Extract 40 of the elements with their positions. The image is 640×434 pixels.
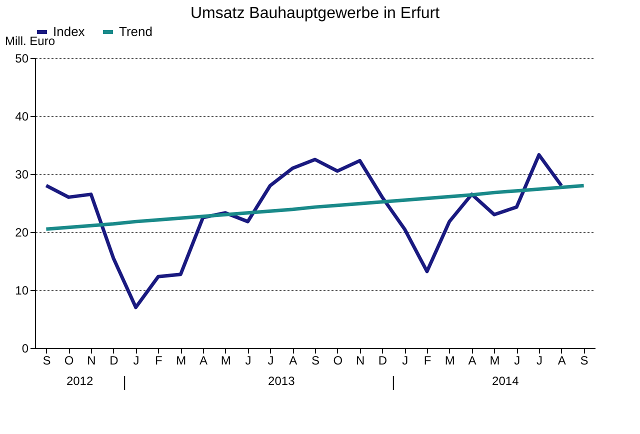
text: 2014 — [492, 374, 520, 388]
legend-label: Trend — [119, 24, 152, 39]
x-tick-label: S — [311, 354, 320, 368]
text: 2012 — [66, 374, 94, 388]
x-tick-label: F — [424, 354, 432, 368]
x-tick-label: N — [356, 354, 365, 368]
x-tick-label: M — [220, 354, 231, 368]
y-tick-label: 50 — [15, 52, 29, 66]
x-tick-label: A — [468, 354, 476, 368]
x-tick-label: S — [42, 354, 51, 368]
y-tick-label: 20 — [15, 226, 29, 240]
y-axis-title: Mill. Euro — [5, 34, 56, 48]
x-tick-label: J — [514, 354, 520, 368]
x-tick-label: N — [87, 354, 96, 368]
y-tick-label: 0 — [22, 342, 29, 356]
x-tick-label: O — [333, 354, 343, 368]
x-tick-label: J — [133, 354, 140, 368]
x-tick-label: D — [110, 354, 119, 368]
y-tick-label: 10 — [15, 284, 29, 298]
x-tick-label: J — [245, 354, 252, 368]
x-tick-label: O — [64, 354, 74, 368]
line-series — [44, 153, 564, 310]
x-tick-label: A — [289, 354, 298, 368]
x-tick-label: M — [490, 354, 500, 368]
x-tick-label: M — [176, 354, 186, 368]
legend-label: Index — [53, 24, 86, 39]
x-tick-label: A — [199, 354, 208, 368]
x-tick-label: F — [155, 354, 162, 368]
chart-title: Umsatz Bauhauptgewerbe in Erfurt — [190, 5, 440, 22]
x-tick-label: J — [536, 354, 542, 368]
line-series — [44, 184, 586, 231]
y-tick-label: 30 — [15, 168, 29, 182]
text: 2013 — [268, 374, 296, 388]
x-tick-label: J — [268, 354, 274, 368]
x-tick-label: J — [402, 354, 408, 368]
x-tick-label: A — [558, 354, 566, 368]
x-tick-label: D — [378, 354, 388, 368]
x-tick-label: M — [444, 354, 455, 368]
x-tick-label: S — [580, 354, 588, 368]
y-tick-label: 40 — [15, 110, 29, 124]
